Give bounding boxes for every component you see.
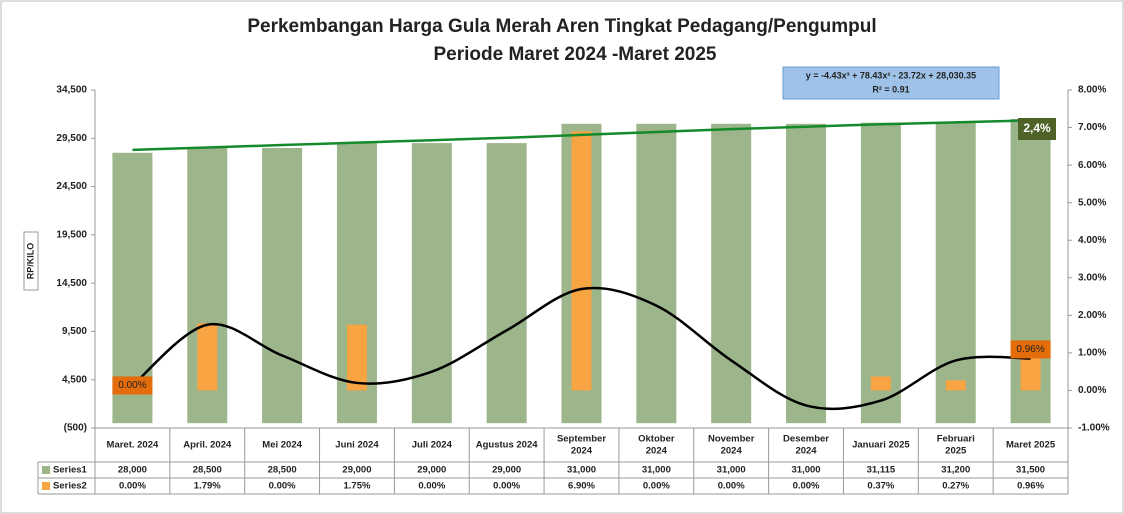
y-tick-label: 24,500 <box>56 181 87 192</box>
legend-label: Series2 <box>53 481 87 492</box>
bar <box>860 122 901 424</box>
legend-swatch <box>42 482 50 490</box>
table-value: 31,500 <box>1016 465 1045 476</box>
x-tick-label: Januari 2025 <box>852 440 910 451</box>
annotation: 2,4% <box>1023 121 1051 135</box>
table-value: 28,500 <box>268 465 297 476</box>
x-tick-label: 2025 <box>945 446 967 457</box>
table-value: 28,000 <box>118 465 147 476</box>
x-tick-label: September <box>557 434 606 445</box>
x-tick-label: November <box>708 434 755 445</box>
table-value: 31,000 <box>717 465 746 476</box>
bar <box>197 323 218 391</box>
bar <box>945 380 966 391</box>
x-tick-label: Mei 2024 <box>262 440 302 451</box>
table-value: 6.90% <box>568 481 595 492</box>
x-tick-label: 2024 <box>721 446 743 457</box>
table-value: 31,000 <box>567 465 596 476</box>
table-value: 29,000 <box>492 465 521 476</box>
trendline <box>131 286 1031 411</box>
x-tick-label: Juni 2024 <box>335 440 379 451</box>
y2-tick-label: 3.00% <box>1078 272 1106 283</box>
data-label: 0.00% <box>118 380 146 391</box>
legend-label: Series1 <box>53 465 88 476</box>
table-value: 0.96% <box>1017 481 1044 492</box>
table-value: 31,115 <box>867 465 896 476</box>
y-tick-label: (500) <box>64 423 87 434</box>
table-value: 0.00% <box>793 481 820 492</box>
data-label: 0.96% <box>1016 344 1044 355</box>
y2-tick-label: 0.00% <box>1078 385 1106 396</box>
equation: y = -4.43x³ + 78.43x² - 23.72x + 28,030.… <box>806 70 976 80</box>
bar <box>262 147 303 424</box>
y-axis-label: RP/KILO <box>25 243 35 280</box>
bar <box>346 324 367 391</box>
bar <box>411 143 452 424</box>
bar <box>870 376 891 391</box>
y2-tick-label: 5.00% <box>1078 197 1106 208</box>
x-tick-label: Juli 2024 <box>412 440 453 451</box>
table-value: 28,500 <box>193 465 222 476</box>
x-tick-label: 2024 <box>646 446 668 457</box>
table-value: 29,000 <box>342 465 371 476</box>
y-tick-label: 14,500 <box>56 278 87 289</box>
x-tick-label: April. 2024 <box>183 440 232 451</box>
table-value: 0.00% <box>418 481 445 492</box>
x-tick-label: Februari <box>937 434 975 445</box>
bar <box>1020 354 1041 391</box>
bar <box>636 123 677 424</box>
x-tick-label: Maret. 2024 <box>107 440 159 451</box>
x-tick-label: 2024 <box>795 446 817 457</box>
y-tick-label: 9,500 <box>62 326 87 337</box>
table-value: 1.75% <box>343 481 370 492</box>
table-value: 0.00% <box>269 481 296 492</box>
y2-tick-label: 7.00% <box>1078 122 1106 133</box>
chart-subtitle: Periode Maret 2024 -Maret 2025 <box>433 44 716 65</box>
table-value: 29,000 <box>417 465 446 476</box>
table-value: 0.27% <box>942 481 969 492</box>
x-tick-label: Oktober <box>638 434 675 445</box>
equation-box <box>782 66 1000 100</box>
bar <box>935 121 976 424</box>
y-tick-label: 29,500 <box>56 133 87 144</box>
y-tick-label: 34,500 <box>56 85 87 96</box>
ylabel-box <box>23 231 39 291</box>
trendline <box>132 119 1031 152</box>
y-tick-label: 19,500 <box>56 229 87 240</box>
bar <box>486 143 527 424</box>
x-tick-label: Agustus 2024 <box>476 440 538 451</box>
bar <box>571 131 592 391</box>
y2-tick-label: 8.00% <box>1078 85 1106 96</box>
table-value: 0.00% <box>718 481 745 492</box>
table-value: 0.00% <box>119 481 146 492</box>
y2-tick-label: 6.00% <box>1078 160 1106 171</box>
table-value: 1.79% <box>194 481 221 492</box>
x-tick-label: 2024 <box>571 446 593 457</box>
y2-tick-label: -1.00% <box>1078 423 1110 434</box>
table-value: 31,200 <box>941 465 970 476</box>
table-value: 31,000 <box>792 465 821 476</box>
x-tick-label: Maret 2025 <box>1006 440 1056 451</box>
y2-tick-label: 1.00% <box>1078 348 1106 359</box>
chart-title: Perkembangan Harga Gula Merah Aren Tingk… <box>247 16 876 37</box>
annotation-box <box>1018 118 1056 140</box>
x-tick-label: Desember <box>783 434 829 445</box>
y-tick-label: 4,500 <box>62 374 87 385</box>
bar <box>711 123 752 424</box>
table-value: 0.37% <box>867 481 894 492</box>
y2-tick-label: 4.00% <box>1078 235 1106 246</box>
y2-tick-label: 2.00% <box>1078 310 1106 321</box>
data-label-box <box>1010 340 1051 359</box>
equation: R² = 0.91 <box>872 84 909 94</box>
table-value: 31,000 <box>642 465 671 476</box>
legend-swatch <box>42 466 50 474</box>
data-label-box <box>112 376 153 395</box>
bar <box>786 123 827 424</box>
table-value: 0.00% <box>643 481 670 492</box>
table-value: 0.00% <box>493 481 520 492</box>
